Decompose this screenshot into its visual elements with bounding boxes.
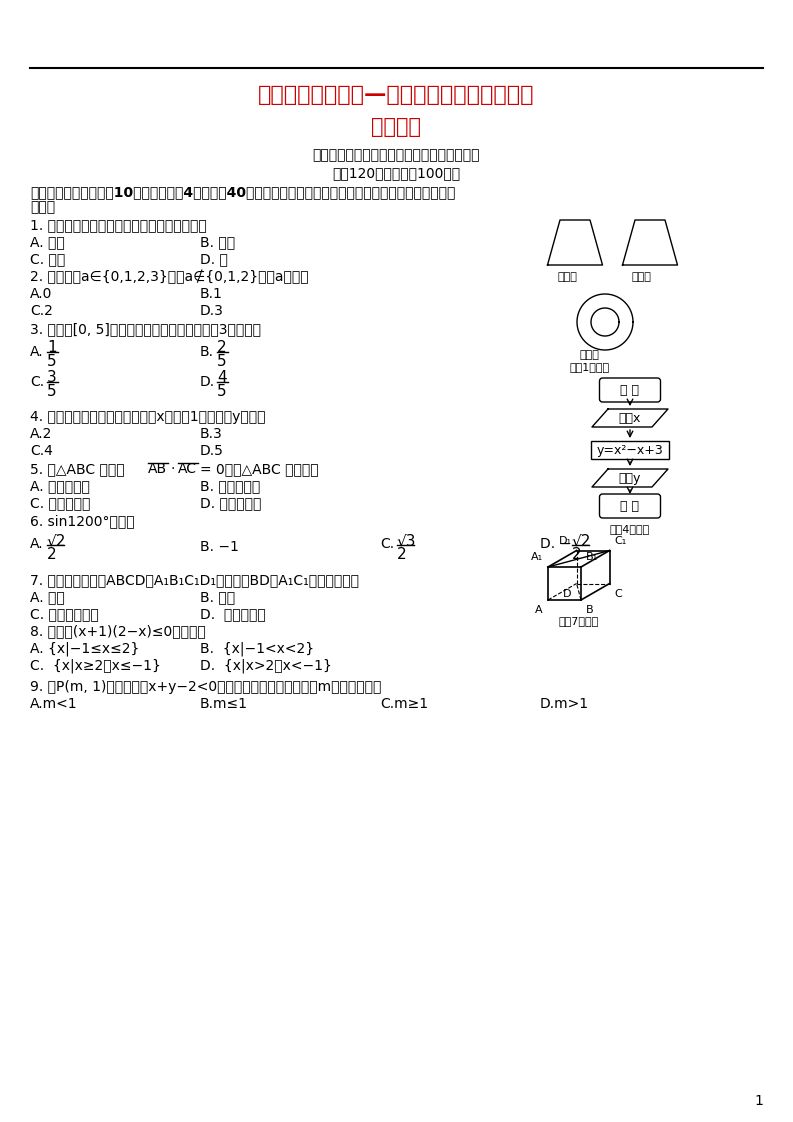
Text: D.: D. (200, 375, 215, 389)
Text: 时量120分钟，满分100分。: 时量120分钟，满分100分。 (332, 166, 460, 180)
Text: B. 圆锥: B. 圆锥 (200, 234, 236, 249)
Text: 3: 3 (47, 370, 57, 385)
Text: 5: 5 (217, 384, 227, 399)
Text: C₁: C₁ (615, 535, 626, 545)
Text: 侧视图: 侧视图 (632, 272, 652, 282)
Text: 输出y: 输出y (619, 471, 642, 485)
FancyBboxPatch shape (600, 494, 661, 518)
Text: B.3: B.3 (200, 427, 223, 441)
Text: 4: 4 (217, 370, 227, 385)
Text: 2: 2 (217, 340, 227, 355)
Text: 输入x: 输入x (619, 412, 642, 424)
Text: C.4: C.4 (30, 444, 53, 458)
Text: 求的。: 求的。 (30, 200, 56, 214)
Bar (591, 441, 669, 459)
Text: 2: 2 (47, 548, 56, 562)
Text: B: B (586, 605, 594, 615)
Text: B. −1: B. −1 (200, 540, 239, 554)
Text: D.  异面且垂直: D. 异面且垂直 (200, 607, 266, 620)
Text: 5. 在△ABC 中，若: 5. 在△ABC 中，若 (30, 462, 125, 476)
Text: 3. 在区间[0, 5]内任取一个实数，则此数大于3的概率为: 3. 在区间[0, 5]内任取一个实数，则此数大于3的概率为 (30, 322, 261, 335)
Text: 正视图: 正视图 (557, 272, 577, 282)
Text: D. 球: D. 球 (200, 252, 228, 266)
Text: 本试卷包括选择题、填空题和解答题三部分。: 本试卷包括选择题、填空题和解答题三部分。 (312, 148, 480, 162)
Text: B.m≤1: B.m≤1 (200, 697, 248, 711)
Text: 2: 2 (397, 548, 407, 562)
Text: D.3: D.3 (200, 304, 224, 318)
Text: 1: 1 (47, 340, 56, 355)
Text: C: C (615, 589, 623, 598)
Text: 1: 1 (754, 1094, 763, 1109)
Text: 5: 5 (47, 384, 56, 399)
Text: 9. 点P(m, 1)不在不等式x+y−2<0表示的平面区域内，则实数m的取值范围是: 9. 点P(m, 1)不在不等式x+y−2<0表示的平面区域内，则实数m的取值范… (30, 680, 381, 695)
Text: A. 直角三角形: A. 直角三角形 (30, 479, 90, 493)
Text: A. 圆柱: A. 圆柱 (30, 234, 65, 249)
Text: A.2: A.2 (30, 427, 52, 441)
Text: √2: √2 (572, 533, 592, 548)
Text: AB: AB (148, 462, 167, 476)
Text: 高二数学: 高二数学 (371, 117, 421, 137)
Text: A. 平行: A. 平行 (30, 590, 65, 604)
Text: y=x²−x+3: y=x²−x+3 (596, 443, 664, 457)
Text: A₁: A₁ (531, 552, 543, 562)
Text: （第1题图）: （第1题图） (570, 362, 610, 373)
Polygon shape (592, 469, 668, 487)
Text: 2: 2 (572, 548, 581, 562)
Text: C. 锐角三角形: C. 锐角三角形 (30, 496, 90, 511)
Text: 1. 如图是一个几何体的三视图，则该几何体为: 1. 如图是一个几何体的三视图，则该几何体为 (30, 218, 207, 232)
Text: 7. 如图，在正方体ABCD－A₁B₁C₁D₁中，直线BD与A₁C₁的位置关系是: 7. 如图，在正方体ABCD－A₁B₁C₁D₁中，直线BD与A₁C₁的位置关系是 (30, 573, 359, 587)
Text: D₁: D₁ (558, 535, 572, 545)
Text: A. {x|−1≤x≤2}: A. {x|−1≤x≤2} (30, 641, 140, 655)
Text: A.: A. (30, 344, 44, 359)
Text: C. 圆台: C. 圆台 (30, 252, 65, 266)
Text: B.: B. (200, 344, 214, 359)
Text: B₁: B₁ (586, 552, 598, 562)
Text: B. 相交: B. 相交 (200, 590, 236, 604)
Text: 结 束: 结 束 (620, 499, 639, 513)
Text: 5: 5 (47, 355, 56, 369)
Text: D.5: D.5 (200, 444, 224, 458)
Text: 6. sin1200°的值为: 6. sin1200°的值为 (30, 514, 135, 528)
Text: 4. 某程序框图如图所示，若输入x的值为1，则输出y的值是: 4. 某程序框图如图所示，若输入x的值为1，则输出y的值是 (30, 410, 266, 424)
Text: 沈阳铁路实验中学—下学期寒假作业验收考试: 沈阳铁路实验中学—下学期寒假作业验收考试 (258, 85, 534, 105)
Text: C.m≥1: C.m≥1 (380, 697, 428, 711)
Text: D: D (563, 589, 572, 598)
Text: C. 异面但不垂直: C. 异面但不垂直 (30, 607, 99, 620)
Text: D.m>1: D.m>1 (540, 697, 589, 711)
Text: A: A (535, 605, 543, 615)
Text: 俯视图: 俯视图 (580, 350, 600, 360)
Text: 5: 5 (217, 355, 227, 369)
Text: C.: C. (380, 537, 394, 551)
Text: √2: √2 (47, 533, 67, 548)
Text: = 0，则△ABC 的形状是: = 0，则△ABC 的形状是 (200, 462, 319, 476)
Text: B.1: B.1 (200, 287, 223, 301)
Text: 开 始: 开 始 (620, 384, 639, 396)
Text: C.  {x|x≥2或x≤−1}: C. {x|x≥2或x≤−1} (30, 657, 161, 672)
Text: 一、选择题：本大题共10小题，每小题4分，满分40分。在每小题给出的四个选项中，只有一项是符合题目要: 一、选择题：本大题共10小题，每小题4分，满分40分。在每小题给出的四个选项中，… (30, 185, 455, 199)
Text: D. 钝角三角形: D. 钝角三角形 (200, 496, 262, 511)
Text: ·: · (170, 462, 174, 476)
Text: C.2: C.2 (30, 304, 53, 318)
Text: （第7题图）: （第7题图） (558, 616, 599, 626)
Text: D. −: D. − (540, 537, 571, 551)
Text: C.: C. (30, 375, 44, 389)
Text: （第4题图）: （第4题图） (610, 524, 650, 534)
Text: 2. 已知元素a∈{0,1,2,3}，且a∉{0,1,2}，则a的值为: 2. 已知元素a∈{0,1,2,3}，且a∉{0,1,2}，则a的值为 (30, 270, 308, 285)
Text: A.0: A.0 (30, 287, 52, 301)
FancyBboxPatch shape (600, 378, 661, 402)
Text: √3: √3 (397, 533, 416, 548)
Text: AC: AC (178, 462, 197, 476)
Text: 8. 不等式(x+1)(2−x)≤0的解集为: 8. 不等式(x+1)(2−x)≤0的解集为 (30, 624, 205, 638)
Text: A.m<1: A.m<1 (30, 697, 78, 711)
Text: A.: A. (30, 537, 44, 551)
Polygon shape (592, 410, 668, 427)
Text: D.  {x|x>2或x<−1}: D. {x|x>2或x<−1} (200, 657, 332, 672)
Text: B. 等腰三角形: B. 等腰三角形 (200, 479, 260, 493)
Text: B.  {x|−1<x<2}: B. {x|−1<x<2} (200, 641, 314, 655)
